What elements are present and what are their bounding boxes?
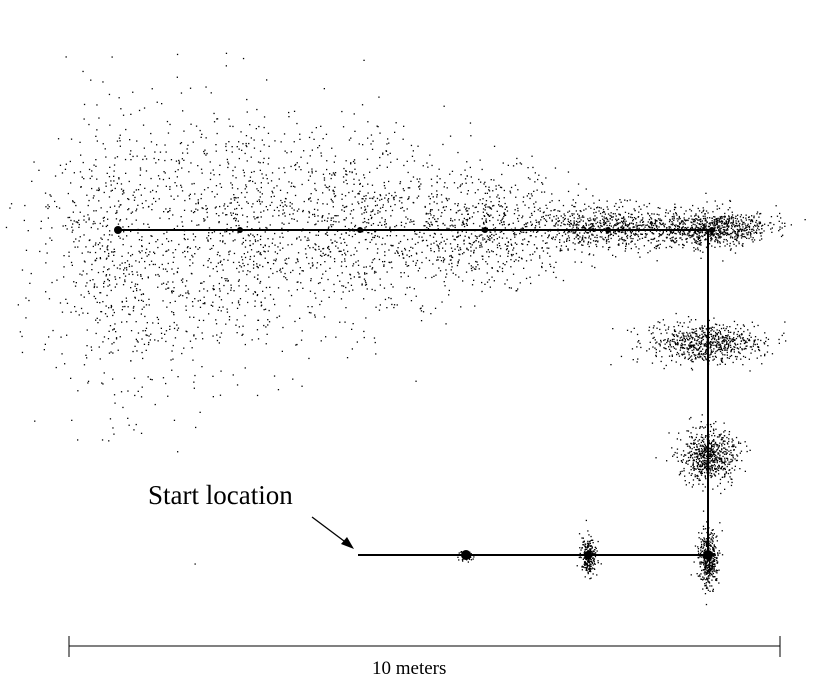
waypoint-marker <box>703 550 713 560</box>
scale-bar <box>68 636 781 657</box>
start-arrow <box>311 516 354 549</box>
waypoint-marker <box>461 550 471 560</box>
waypoint-marker <box>584 551 592 559</box>
particle-scatter <box>5 52 806 606</box>
robot-path <box>116 229 709 556</box>
start-location-label: Start location <box>148 480 293 510</box>
waypoint-marker <box>114 226 122 234</box>
waypoint-marker <box>605 227 611 233</box>
waypoint-marker <box>709 227 715 233</box>
waypoint-markers <box>114 226 715 560</box>
waypoint-marker <box>357 227 363 233</box>
path-polyline <box>116 229 709 556</box>
scale-bar-label: 10 meters <box>372 658 447 679</box>
waypoint-marker <box>237 227 243 233</box>
waypoint-marker <box>482 227 488 233</box>
